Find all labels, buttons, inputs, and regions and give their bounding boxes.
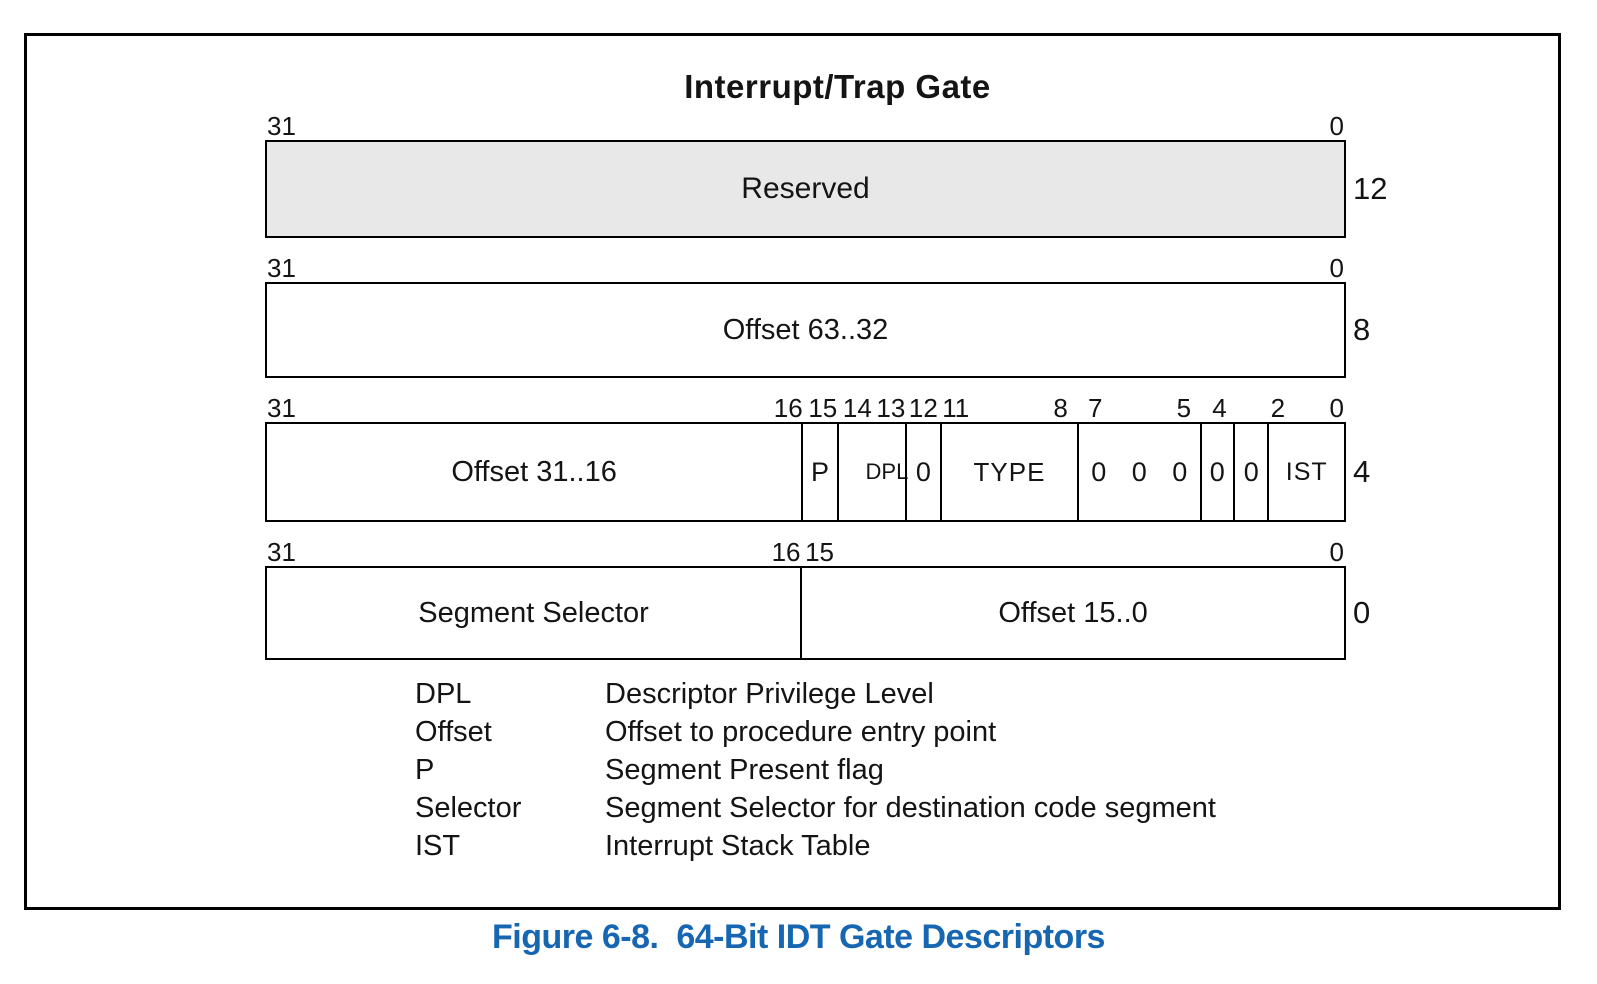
bit-ruler: 31 0: [265, 112, 1346, 140]
field-label: P: [810, 456, 829, 487]
legend-row-p: P Segment Present flag: [415, 751, 1346, 789]
bit-ruler: 31 16 15 14 13 12 11 8 7 5 4 2 0: [265, 394, 1346, 422]
bit-label: 13: [876, 393, 906, 423]
field-zeros-bits7-5: 0 0 0: [1076, 424, 1200, 520]
field-label: Offset 31..16: [451, 455, 617, 488]
legend: DPL Descriptor Privilege Level Offset Of…: [415, 675, 1346, 865]
bit-label: 14: [842, 393, 872, 423]
bit-label: 7: [1087, 393, 1103, 423]
figure-frame: Interrupt/Trap Gate 31 0 Reserved 12 3: [24, 33, 1561, 910]
bit-label: 0: [1329, 253, 1344, 283]
legend-row-selector: Selector Segment Selector for destinatio…: [415, 789, 1346, 827]
byte-offset-label: 8: [1353, 312, 1371, 347]
bit-label: 31: [267, 393, 296, 423]
bit-label: 15: [805, 537, 835, 567]
figure-title: Interrupt/Trap Gate: [684, 68, 991, 105]
field-offset-15-0: Offset 15..0: [800, 568, 1344, 658]
legend-term: IST: [415, 830, 461, 862]
bit-label: 31: [267, 537, 296, 567]
bit-label: 2: [1270, 393, 1286, 423]
dword-row-4: 31 16 15 14 13 12 11 8 7 5 4 2 0 Offset: [265, 394, 1370, 522]
legend-term: DPL: [415, 678, 472, 710]
legend-term: Offset: [415, 716, 492, 748]
field-label: 0: [915, 456, 931, 487]
bit-label: 15: [808, 393, 838, 423]
field-label: DPL: [865, 459, 909, 485]
field-label: Reserved: [741, 172, 870, 205]
dword-row-0: 31 16 15 0 Segment Selector Offset 15..0…: [265, 538, 1370, 660]
bit-label: 0: [1329, 537, 1344, 567]
legend-definition: Segment Present flag: [605, 754, 884, 786]
bit-ruler: 31 16 15 0: [265, 538, 1346, 566]
figure-caption: Figure 6-8. 64-Bit IDT Gate Descriptors: [492, 918, 1105, 956]
bit-label: 11: [942, 393, 970, 423]
bit-label: 16: [773, 393, 803, 423]
bit-label: 0: [1329, 111, 1344, 141]
dword-box: Segment Selector Offset 15..0 0: [265, 566, 1370, 660]
field-label: 0 0 0: [1091, 456, 1188, 487]
byte-offset-label: 0: [1353, 595, 1371, 630]
dword-box: Reserved 12: [265, 140, 1387, 238]
bit-label: 4: [1212, 393, 1227, 423]
field-segment-selector: Segment Selector: [267, 568, 800, 658]
dword-box: Offset 63..32 8: [265, 282, 1370, 378]
field-offset-63-32: Offset 63..32: [267, 284, 1344, 376]
field-zero-bit3: 0: [1233, 424, 1267, 520]
field-label: TYPE: [973, 456, 1046, 487]
field-type: TYPE: [940, 424, 1077, 520]
legend-definition: Interrupt Stack Table: [605, 830, 871, 862]
descriptor-diagram: 31 0 Reserved 12 31 0 Offse: [265, 112, 1387, 865]
legend-row-dpl: DPL Descriptor Privilege Level: [415, 675, 1346, 713]
bit-label: 0: [1329, 393, 1344, 423]
legend-term: Selector: [415, 792, 522, 824]
field-label: Segment Selector: [418, 596, 649, 629]
bit-label: 12: [908, 393, 938, 423]
bit-label: 31: [267, 253, 296, 283]
field-label: Offset 15..0: [998, 596, 1148, 629]
byte-offset-label: 12: [1353, 171, 1388, 206]
field-label: Offset 63..32: [722, 313, 889, 346]
dword-box: Offset 31..16 P DPL 0 TYPE 0 0: [265, 422, 1370, 522]
bit-ruler: 31 0: [265, 254, 1346, 282]
field-ist: IST: [1267, 424, 1344, 520]
bit-label: 8: [1053, 393, 1068, 423]
field-dpl: DPL: [836, 424, 909, 520]
field-reserved: Reserved: [267, 142, 1344, 236]
field-offset-31-16: Offset 31..16: [267, 424, 801, 520]
field-p-flag: P: [801, 424, 837, 520]
legend-definition: Descriptor Privilege Level: [605, 678, 934, 710]
field-label: 0: [1243, 456, 1259, 487]
field-label: IST: [1285, 457, 1328, 486]
field-zero-bit12: 0: [904, 424, 941, 520]
dword-row-12: 31 0 Reserved 12: [265, 112, 1387, 238]
field-label: 0: [1209, 456, 1225, 487]
bit-label: 16: [771, 537, 801, 567]
byte-offset-label: 4: [1353, 454, 1371, 489]
legend-definition: Segment Selector for destination code se…: [605, 792, 1216, 824]
bit-label: 31: [267, 111, 296, 141]
legend-term: P: [415, 754, 435, 786]
field-zero-bit4: 0: [1199, 424, 1233, 520]
legend-row-offset: Offset Offset to procedure entry point: [415, 713, 1346, 751]
bit-label: 5: [1176, 393, 1192, 423]
legend-row-ist: IST Interrupt Stack Table: [415, 827, 1346, 865]
legend-definition: Offset to procedure entry point: [605, 716, 997, 748]
dword-row-8: 31 0 Offset 63..32 8: [265, 254, 1370, 378]
